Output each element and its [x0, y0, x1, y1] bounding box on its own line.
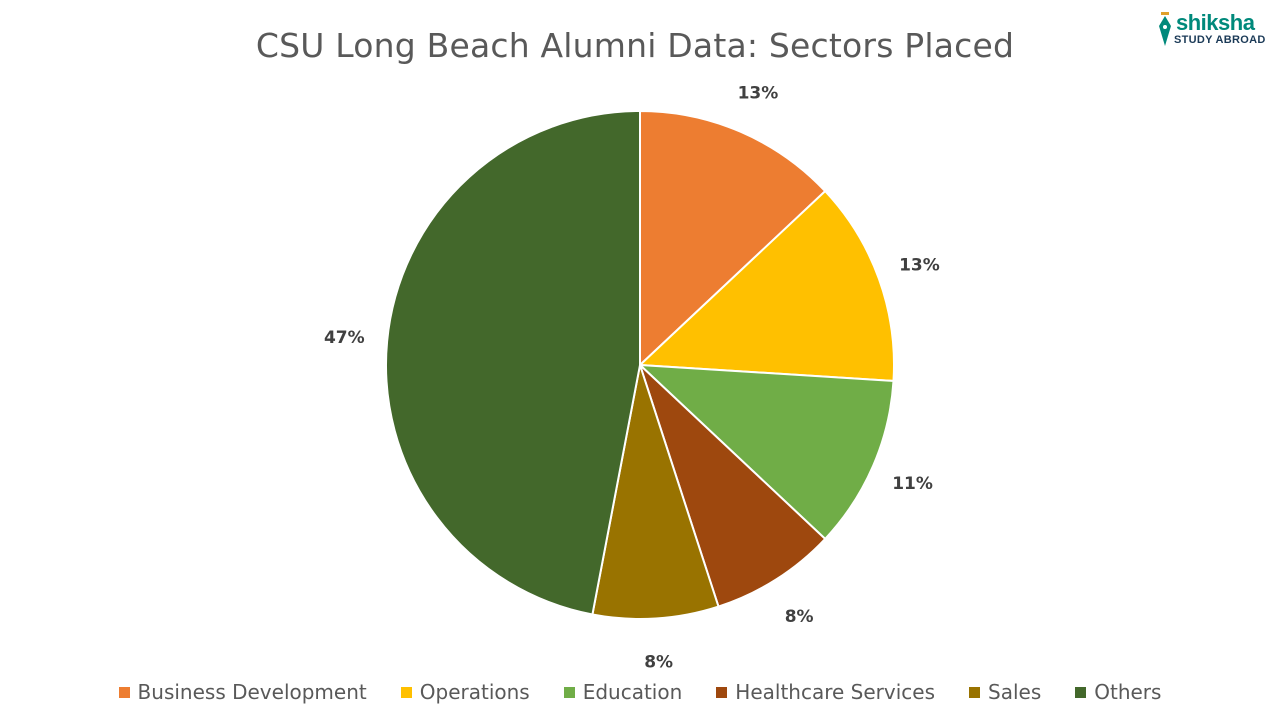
- legend-item-healthcare-services: Healthcare Services: [716, 680, 935, 704]
- legend-item-sales: Sales: [969, 680, 1041, 704]
- pie-data-labels: 13% 13% 11% 8% 8% 47%: [324, 83, 940, 672]
- data-label-sales: 8%: [644, 652, 673, 672]
- pie-slice-others: [385, 109, 641, 616]
- brand-logo: shiksha STUDY ABROAD: [1156, 10, 1266, 52]
- data-label-education: 11%: [892, 474, 933, 494]
- legend-swatch: [969, 686, 980, 698]
- legend-label: Education: [582, 680, 683, 704]
- pie-slice-business-development: [639, 109, 827, 368]
- pie-slice-operations: [637, 189, 895, 383]
- legend-swatch: [716, 686, 728, 698]
- data-label-business-development: 13%: [738, 83, 779, 103]
- legend-label: Others: [1094, 680, 1162, 704]
- legend-swatch: [563, 686, 575, 698]
- pie-slice-education: [637, 363, 895, 541]
- legend-swatch: [1075, 686, 1087, 698]
- pie-slice-sales: [591, 364, 720, 620]
- chart-legend: Business Development Operations Education H…: [0, 680, 1280, 704]
- legend-item-others: Others: [1075, 680, 1161, 704]
- pen-nib-icon: [1159, 12, 1171, 46]
- logo-brand-text: shiksha: [1176, 10, 1255, 35]
- legend-item-education: Education: [563, 680, 683, 704]
- data-label-others: 47%: [324, 328, 365, 348]
- legend-label: Healthcare Services: [735, 680, 935, 704]
- data-label-healthcare-services: 8%: [785, 607, 814, 627]
- legend-swatch: [400, 686, 412, 698]
- logo-sub-text: STUDY ABROAD: [1174, 34, 1266, 46]
- legend-item-business-development: Business Development: [118, 680, 367, 704]
- legend-label: Business Development: [137, 680, 367, 704]
- legend-item-operations: Operations: [400, 680, 530, 704]
- chart-title: CSU Long Beach Alumni Data: Sectors Plac…: [255, 26, 1015, 65]
- data-label-operations: 13%: [899, 255, 940, 275]
- legend-label: Sales: [988, 680, 1042, 704]
- pie-slice-healthcare-services: [639, 364, 827, 608]
- legend-swatch: [118, 686, 130, 698]
- pie-slices: [385, 109, 895, 620]
- legend-label: Operations: [419, 680, 530, 704]
